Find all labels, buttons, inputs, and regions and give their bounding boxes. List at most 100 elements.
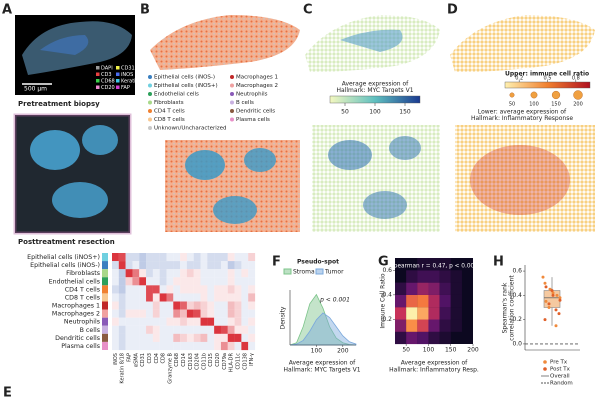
hist-cell bbox=[428, 307, 440, 320]
legend-marker bbox=[148, 100, 152, 105]
hist-cell bbox=[428, 258, 440, 271]
size-label: 100 bbox=[529, 102, 539, 108]
point bbox=[541, 275, 545, 279]
y-axis-label: Spearman's rank bbox=[502, 282, 509, 333]
row-label: CD8 T cells bbox=[65, 294, 100, 301]
heatmap-cell bbox=[173, 285, 181, 294]
hist-cell bbox=[395, 319, 407, 332]
heatmap-cell bbox=[118, 269, 126, 278]
heatmap-cell bbox=[214, 333, 222, 343]
heatmap-cell bbox=[112, 309, 119, 318]
heatmap-cell bbox=[220, 285, 228, 294]
row-label: Macrophages 2 bbox=[52, 311, 100, 318]
y-tick-label: 0.2 bbox=[512, 316, 522, 323]
colorbar bbox=[329, 95, 421, 104]
heatmap-cell bbox=[193, 253, 201, 262]
legend-swatch bbox=[116, 72, 120, 76]
hist-cell bbox=[417, 319, 429, 332]
heatmap-cell bbox=[112, 261, 119, 270]
heatmap-cell bbox=[132, 325, 140, 334]
hist-cell bbox=[406, 270, 418, 283]
heatmap-cell bbox=[146, 253, 153, 262]
y-axis-label: Density bbox=[280, 306, 287, 329]
size-marker bbox=[530, 91, 538, 99]
heatmap-cell bbox=[186, 309, 194, 318]
heatmap-cell bbox=[152, 285, 160, 294]
heatmap-cell bbox=[234, 325, 242, 334]
panel-label: D bbox=[447, 3, 458, 18]
heatmap-cell bbox=[241, 341, 249, 351]
heatmap-cell bbox=[166, 325, 174, 334]
heatmap-cell bbox=[166, 285, 174, 294]
heatmap-cell bbox=[234, 309, 242, 318]
heatmap-cell bbox=[125, 317, 133, 326]
heatmap-cell bbox=[125, 309, 133, 318]
column-label: CD11c bbox=[235, 353, 241, 370]
heatmap-cell bbox=[186, 317, 194, 326]
column-label: IFN-γ bbox=[249, 353, 255, 366]
tissue bbox=[30, 130, 80, 170]
heatmap-cell bbox=[180, 317, 188, 326]
heatmap-cell bbox=[173, 253, 181, 262]
heatmap-cell bbox=[125, 333, 133, 343]
legend-swatch bbox=[283, 268, 292, 275]
legend-label: Keratin bbox=[121, 79, 139, 85]
heatmap-cell bbox=[234, 317, 242, 326]
size-marker bbox=[551, 90, 561, 100]
row-label: Fibroblasts bbox=[66, 270, 100, 277]
heatmap-cell bbox=[200, 309, 208, 318]
heatmap-cell bbox=[186, 333, 194, 343]
heatmap-cell bbox=[207, 253, 215, 262]
legend-label: Epithelial cells (iNOS+) bbox=[154, 83, 218, 89]
heatmap-cell bbox=[200, 317, 208, 326]
heatmap-cell bbox=[200, 261, 208, 270]
heatmap-cell bbox=[241, 293, 249, 302]
hist-cell bbox=[406, 319, 418, 332]
heatmap-cell bbox=[152, 253, 160, 262]
column-label: HLA-DR bbox=[229, 352, 235, 372]
hist-cell bbox=[450, 319, 462, 332]
legend-swatch bbox=[315, 268, 324, 275]
heatmap-cell bbox=[227, 325, 235, 334]
heatmap-cell bbox=[214, 253, 222, 262]
heatmap-cell bbox=[227, 309, 235, 318]
heatmap-cell bbox=[234, 333, 242, 343]
heatmap-cell bbox=[193, 285, 201, 294]
legend-label: Macrophages 1 bbox=[236, 75, 278, 81]
heatmap-cell bbox=[152, 293, 160, 302]
cell-map bbox=[150, 15, 300, 70]
heatmap-cell bbox=[200, 325, 208, 334]
point bbox=[547, 302, 551, 306]
legend-swatch bbox=[96, 85, 100, 89]
heatmap-cell bbox=[139, 317, 147, 326]
heatmap-cell bbox=[214, 301, 222, 310]
heatmap-cell bbox=[125, 277, 133, 286]
legend-marker bbox=[148, 83, 152, 88]
heatmap-cell bbox=[112, 341, 119, 351]
heatmap-cell bbox=[227, 293, 235, 302]
heatmap-cell bbox=[207, 301, 215, 310]
heatmap-cell bbox=[186, 261, 194, 270]
point bbox=[544, 285, 548, 289]
legend-swatch bbox=[96, 72, 100, 76]
heatmap-cell bbox=[200, 333, 208, 343]
hist-cell bbox=[417, 282, 429, 295]
heatmap-cell bbox=[112, 269, 119, 278]
heatmap-cell bbox=[220, 261, 228, 270]
heatmap-cell bbox=[125, 341, 133, 351]
annotation: Spearman r = 0.47, p < 0.001 bbox=[390, 264, 478, 270]
colorbar-tick-label: 0.5 bbox=[544, 76, 552, 82]
heatmap-cell bbox=[159, 341, 167, 351]
heatmap-cell bbox=[125, 285, 133, 294]
heatmap-cell bbox=[200, 269, 208, 278]
row-label: Macrophages 1 bbox=[52, 303, 100, 310]
heatmap-cell bbox=[180, 325, 188, 334]
heatmap-cell bbox=[139, 293, 147, 302]
heatmap-cell bbox=[125, 293, 133, 302]
heatmap-cell bbox=[220, 293, 228, 302]
column-label: CD79a bbox=[222, 353, 228, 370]
point bbox=[557, 312, 561, 316]
heatmap-cell bbox=[132, 317, 140, 326]
legend-marker bbox=[148, 117, 152, 122]
heatmap-cell bbox=[173, 269, 181, 278]
